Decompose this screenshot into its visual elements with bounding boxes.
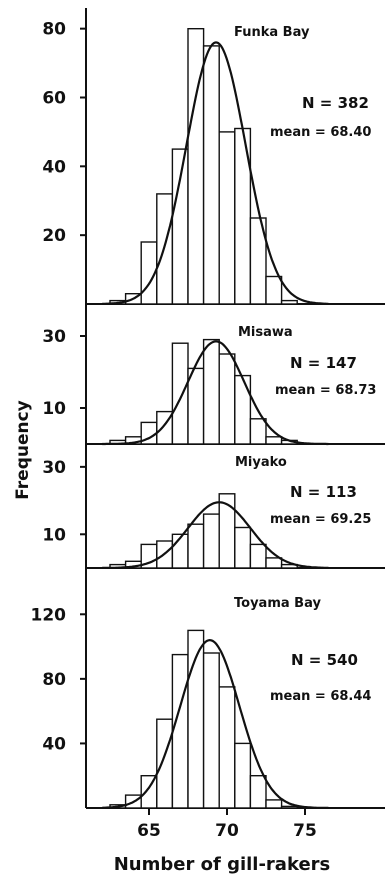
panel-funka-bay: 20 40 60 80 Funka Bay N = 382 mean = 68.40 [42,20,371,305]
x-tick-label: 70 [215,821,239,841]
y-tick-label: 10 [42,399,66,419]
x-tick-label: 65 [137,821,161,841]
bar [218,353,236,445]
bar [249,217,267,305]
bar [202,652,220,809]
normal-fit-curve [102,501,329,569]
bar [265,799,283,809]
normal-fit-curve [102,638,329,809]
normal-fit-curve [102,340,329,446]
x-ticks: 65 70 75 [137,808,317,841]
bar [265,436,283,445]
y-tick-label: 80 [42,670,66,690]
bar [202,513,220,569]
bar [280,563,298,569]
y-tick-label: 30 [42,458,66,478]
bar [234,374,252,445]
bar [249,418,267,445]
station-label: Miyako [235,455,287,470]
y-axis-title: Frequency [13,400,33,500]
bar [187,367,205,445]
y-tick-label: 40 [42,734,66,754]
normal-fit-curve [102,41,329,305]
panel-toyama-bay: 40 80 120 Toyama Bay N = 540 mean = 68.44 [31,596,371,809]
panel-misawa: 10 30 Misawa N = 147 mean = 68.73 [42,325,376,446]
bar [234,526,252,569]
bar [218,131,236,305]
mean-label: mean = 69.25 [270,512,371,527]
mean-label: mean = 68.44 [270,689,371,704]
bar [202,45,220,305]
bar [234,742,252,809]
y-tick-label: 60 [42,88,66,108]
station-label: Funka Bay [234,25,310,40]
mean-label: mean = 68.40 [270,125,371,140]
sample-size-label: N = 382 [302,94,369,112]
y-tick-label: 10 [42,525,66,545]
bar [280,805,298,809]
sample-size-label: N = 147 [290,354,357,372]
x-axis-title: Number of gill-rakers [114,854,331,875]
bar [265,275,283,305]
bar [187,523,205,569]
sample-size-label: N = 540 [291,651,358,669]
station-label: Misawa [238,325,293,340]
bar [249,775,267,809]
bar [171,342,189,445]
panels: 20 40 60 80 Funka Bay N = 382 mean = 68.40 10 30… [31,20,376,809]
bar [202,338,220,445]
mean-label: mean = 68.73 [275,383,376,398]
bar [171,653,189,809]
y-tick-label: 20 [42,226,66,246]
bar [156,718,174,809]
y-tick-label: 80 [42,20,66,40]
station-label: Toyama Bay [234,596,321,611]
bar [171,148,189,305]
y-tick-label: 40 [42,157,66,177]
bar [265,557,283,569]
bar [218,686,236,809]
bar [249,543,267,569]
bar [280,299,298,305]
y-tick-label: 120 [31,605,67,625]
x-tick-label: 75 [293,821,317,841]
y-tick-label: 30 [42,327,66,347]
sample-size-label: N = 113 [290,483,357,501]
